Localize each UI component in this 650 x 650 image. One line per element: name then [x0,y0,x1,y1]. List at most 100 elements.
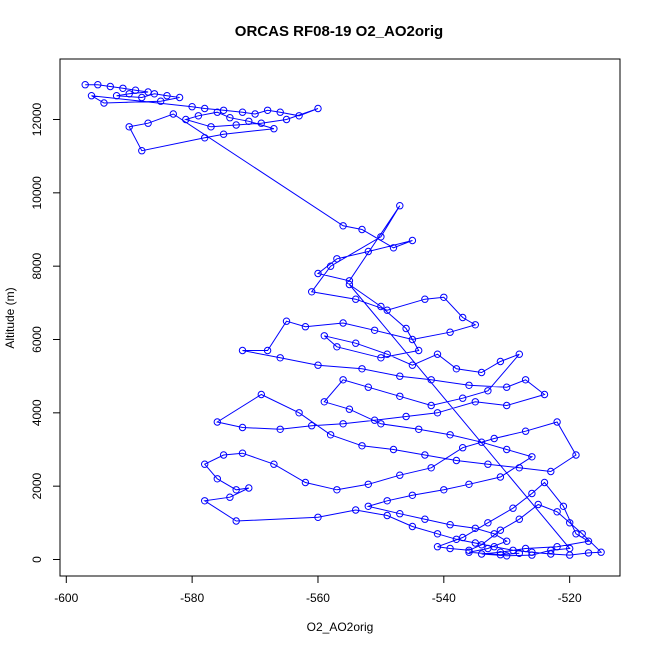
data-point [238,449,247,457]
data-point [471,524,479,532]
data-point [534,500,542,509]
data-point [446,431,454,439]
data-point [396,392,404,400]
data-point [566,544,574,553]
data-point [396,510,404,518]
data-point [477,541,486,549]
data-point [433,543,442,551]
data-point [308,288,316,296]
data-point [528,548,536,556]
data-point [333,486,341,494]
data-point [408,491,417,499]
data-point [452,365,461,373]
data-point [339,222,347,230]
data-point [559,502,568,510]
data-point [314,269,322,278]
data-point [515,549,523,557]
data-point [333,255,341,263]
data-point [597,548,605,556]
data-point [333,343,341,351]
data-point [201,497,209,505]
data-point [245,484,253,492]
data-point [540,478,549,487]
data-point [408,236,417,245]
data-point [383,497,391,505]
data-point [81,81,89,89]
data-point [377,302,385,311]
data-point [188,103,196,111]
data-point [584,549,593,557]
data-point [112,92,121,100]
data-point [358,365,366,373]
series-lines [85,84,603,557]
data-point [440,293,448,301]
data-point [282,317,291,325]
data-point [496,473,505,481]
data-point [320,398,328,406]
data-point [326,431,335,439]
data-point [131,86,140,94]
data-point [352,506,360,514]
data-point [477,438,486,446]
y-tick-label: 10000 [30,176,44,210]
data-point [503,445,511,454]
data-point [257,119,265,127]
data-point [326,262,335,270]
data-point [219,130,228,138]
data-point [232,486,240,494]
data-point [144,119,152,127]
data-point [465,480,473,488]
data-point [547,546,555,554]
data-point [352,339,360,347]
data-point [427,376,435,384]
data-point [314,361,322,369]
data-point [352,295,360,303]
data-point [276,425,284,433]
data-point [566,519,574,527]
data-point [421,295,429,303]
data-point [415,346,423,355]
data-point [521,376,530,384]
data-point [339,420,347,428]
data-point [339,376,347,384]
data-point [370,416,379,424]
data-point [358,442,366,450]
data-point [175,93,184,102]
data-point [427,401,435,410]
data-point [446,328,454,336]
data-point [503,537,511,545]
data-point [207,123,215,131]
data-point [484,519,492,527]
data-point [370,326,379,334]
data-point [282,115,291,124]
data-point [515,464,523,472]
data-point [465,381,473,389]
x-tick-label: -600 [54,591,78,605]
data-point [276,354,284,362]
data-point [553,418,561,426]
x-axis: -600 -580 -560 -540 -520 [54,575,582,605]
data-point [528,453,536,461]
data-point [503,401,511,410]
x-axis-label: O2_AO2orig [307,620,374,634]
data-point [157,97,165,105]
data-point [509,504,517,512]
data-point [194,112,203,120]
data-point [515,515,523,523]
data-point [345,280,354,289]
data-point [521,544,530,553]
y-tick-label: 0 [30,556,44,563]
data-point [540,390,549,399]
data-point [377,354,385,362]
data-point [182,115,190,124]
data-point [201,460,209,468]
data-point [465,546,473,554]
data-point [402,412,410,421]
data-point [364,247,372,256]
data-point [339,319,347,327]
x-tick-label: -540 [432,591,456,605]
data-point [226,114,234,122]
y-tick-label: 2000 [30,472,44,499]
data-point [572,451,580,459]
data-point [528,489,536,498]
